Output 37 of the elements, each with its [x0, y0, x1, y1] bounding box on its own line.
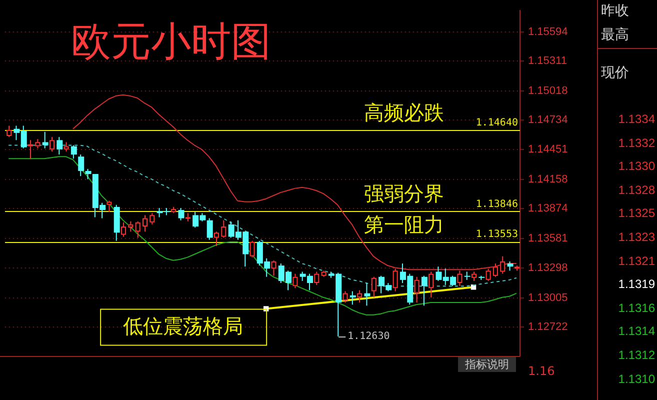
- text: 1.1332: [618, 136, 655, 150]
- text: 1.1334: [618, 112, 655, 126]
- text: 昨收: [601, 2, 629, 20]
- annotation: 1.13846: [476, 199, 518, 210]
- y-tick-label: 1.13581: [528, 232, 568, 245]
- text: 1.1319: [618, 277, 655, 292]
- annotation: 1.12630: [348, 331, 390, 342]
- ref-line-label: 强弱分界: [364, 182, 444, 206]
- text: 1.1321: [618, 254, 655, 268]
- text: 1.16: [528, 364, 555, 378]
- text: 指标说明: [458, 357, 516, 372]
- text: 现价: [601, 64, 629, 82]
- ref-line-label: 第一阻力: [364, 212, 444, 237]
- text: 1.1330: [618, 159, 655, 174]
- text: 1.1325: [618, 206, 655, 220]
- y-tick-label: 1.14158: [528, 173, 568, 186]
- y-tick-label: 1.14734: [528, 114, 568, 126]
- text: 1.1310: [618, 372, 655, 386]
- y-tick-label: 1.13005: [528, 292, 568, 304]
- annotation: 1.13553: [476, 229, 518, 240]
- ref-line-label: 高频必跌: [364, 100, 444, 125]
- text: 最高: [601, 26, 629, 44]
- annotation: 低位震荡格局: [123, 314, 244, 338]
- chart-title: 欧元小时图: [71, 18, 271, 65]
- y-tick-label: 1.14451: [528, 143, 568, 156]
- y-tick-label: 1.15018: [528, 85, 568, 98]
- y-tick-label: 1.12722: [528, 321, 568, 334]
- y-tick-label: 1.15311: [528, 54, 567, 67]
- y-tick-label: 1.13298: [528, 262, 568, 274]
- annotation: 1.14640: [476, 117, 518, 128]
- text: 1.1314: [618, 324, 655, 338]
- y-tick-label: 1.15594: [528, 26, 568, 38]
- y-tick-label: 1.13874: [528, 202, 568, 215]
- text: 1.1312: [618, 348, 655, 362]
- text: 1.1328: [618, 182, 655, 197]
- text: 1.1323: [618, 230, 655, 244]
- text: 1.1316: [618, 300, 655, 315]
